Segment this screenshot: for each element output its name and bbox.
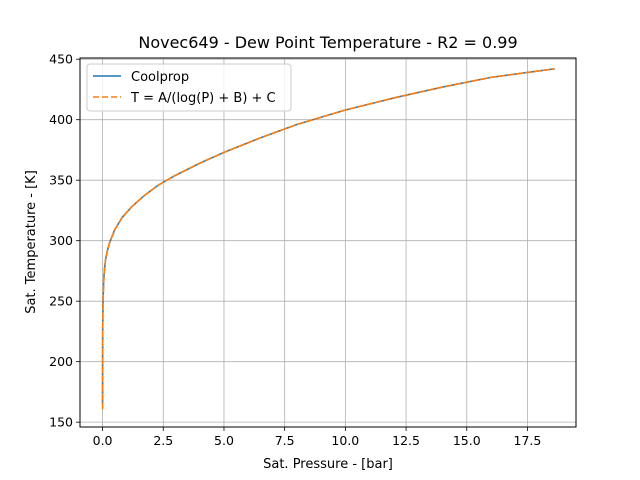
plot-frame bbox=[79, 57, 577, 428]
legend-label-fit: T = A/(log(P) + B) + C bbox=[130, 91, 276, 106]
series-line-fit bbox=[101, 68, 555, 410]
y-tick-label: 300 bbox=[49, 233, 73, 248]
ticks: 0.0 2.5 5.0 7.5 10.0 12.5 15.0 17.5 150 200 250 300… bbox=[49, 52, 541, 448]
y-tick-label: 400 bbox=[49, 112, 73, 127]
legend: Coolprop T = A/(log(P) + B) + C bbox=[86, 63, 292, 112]
x-axis-label: Sat. Pressure - [bar] bbox=[263, 457, 393, 472]
x-tick-label: 5.0 bbox=[214, 433, 234, 448]
y-tick-label: 150 bbox=[49, 415, 73, 430]
y-tick-label: 250 bbox=[49, 294, 73, 309]
y-tick-label: 450 bbox=[49, 52, 73, 67]
x-tick-label: 0.0 bbox=[93, 433, 113, 448]
y-tick-label: 350 bbox=[49, 173, 73, 188]
chart-title: Novec649 - Dew Point Temperature - R2 = … bbox=[138, 33, 517, 52]
legend-label-coolprop: Coolprop bbox=[131, 70, 189, 85]
y-tick-label: 200 bbox=[49, 354, 73, 369]
x-tick-label: 10.0 bbox=[331, 433, 359, 448]
x-tick-label: 7.5 bbox=[275, 433, 295, 448]
x-tick-label: 15.0 bbox=[453, 433, 481, 448]
x-tick-label: 17.5 bbox=[514, 433, 542, 448]
x-tick-label: 12.5 bbox=[392, 433, 420, 448]
x-tick-label: 2.5 bbox=[153, 433, 173, 448]
legend-box bbox=[86, 63, 292, 112]
series-layer bbox=[101, 68, 555, 410]
y-axis-label: Sat. Temperature - [K] bbox=[24, 170, 39, 314]
grid bbox=[80, 58, 576, 427]
